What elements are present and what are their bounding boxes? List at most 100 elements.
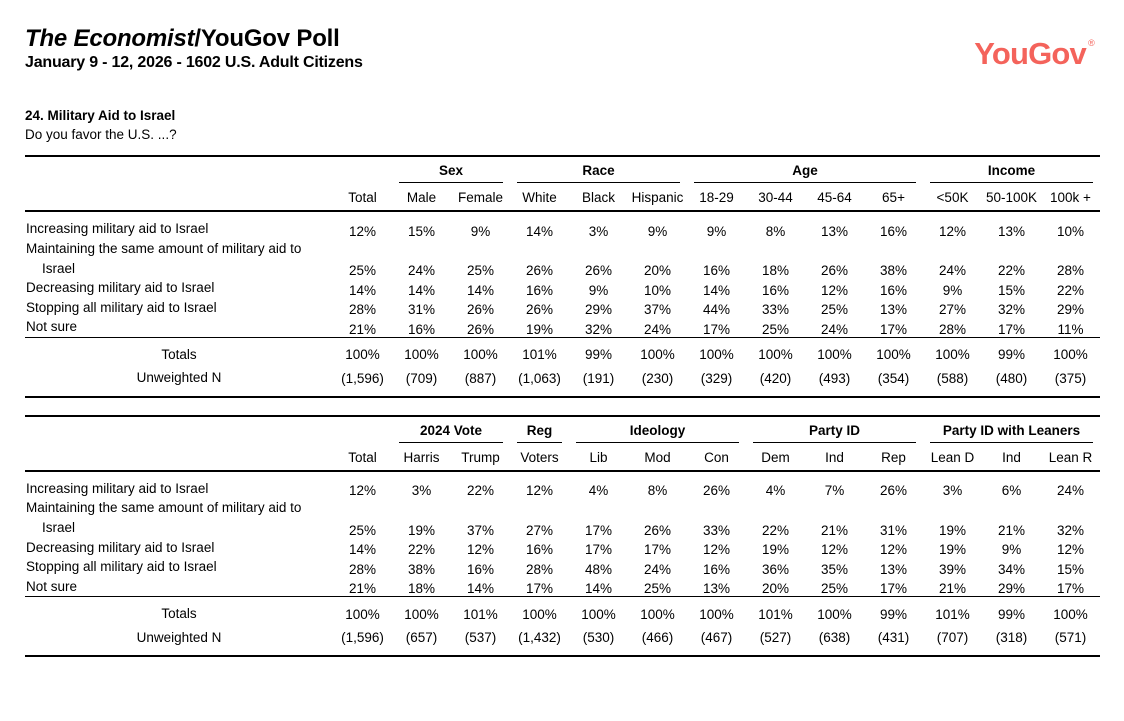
cell-value: 22% [1056, 282, 1085, 298]
cell-value: 37% [466, 522, 495, 538]
table-row: Stopping all military aid to Israel 28% 38… [25, 557, 1100, 577]
row-label-line: Maintaining the same amount of military … [26, 500, 302, 516]
crosstab-table-politics: 2024 Vote Reg Ideology Party ID Party ID wit… [25, 414, 1100, 658]
cell-value: 8% [765, 223, 786, 239]
cell-value: (375) [1054, 370, 1087, 386]
cell-value: 12% [879, 542, 908, 558]
cell-value: 11% [1057, 321, 1084, 337]
column-group-header: Party ID [746, 416, 923, 443]
cell-value: 100% [1041, 596, 1100, 626]
cell-value: 8% [647, 483, 668, 499]
column-header: 100k + [1041, 183, 1100, 213]
cell-value: 22% [997, 263, 1026, 279]
column-header: Voters [510, 442, 569, 472]
cell-value: 24% [643, 321, 672, 337]
cell-value: 27% [938, 302, 967, 318]
cell-value: 100% [923, 336, 982, 367]
cell-value: 16% [466, 561, 495, 577]
cell-value: 36% [761, 561, 790, 577]
table-row: Maintaining the same amount of military … [25, 498, 1100, 537]
cell-value: 19% [407, 522, 436, 538]
column-header-row: Total Male Female White Black Hispanic 18-29 30… [25, 183, 1100, 213]
cell-value: 16% [525, 542, 554, 558]
cell-value: 22% [407, 542, 436, 558]
table-row: Increasing military aid to Israel 12% 15% 9… [25, 211, 1100, 239]
cell-value: 100% [392, 336, 451, 367]
table-row: Not sure 21% 16% 26% 19% 32% 24% 17% 25% 24% 17% 28… [25, 317, 1100, 337]
cell-value: 22% [761, 522, 790, 538]
cell-value: 101% [923, 596, 982, 626]
cell-value: 32% [1056, 522, 1085, 538]
cell-value: 12% [525, 483, 554, 499]
cell-value: (657) [405, 630, 438, 646]
cell-value: (571) [1054, 630, 1087, 646]
cell-value: 18% [761, 263, 790, 279]
column-header: Lean D [923, 442, 982, 472]
cell-value: 28% [348, 561, 377, 577]
question-text: Do you favor the U.S. ...? [25, 127, 177, 143]
cell-value: 100% [333, 596, 392, 626]
column-group-header: Sex [392, 156, 510, 184]
cell-value: 101% [746, 596, 805, 626]
cell-value: 16% [702, 263, 731, 279]
column-header: 65+ [864, 183, 923, 213]
cell-value: 37% [643, 302, 672, 318]
cell-value: 28% [525, 561, 554, 577]
cell-value: 21% [997, 522, 1026, 538]
cell-value: 14% [348, 542, 377, 558]
row-label: Increasing military aid to Israel [25, 471, 333, 499]
row-label: Unweighted N [136, 629, 222, 645]
row-label: Decreasing military aid to Israel [25, 278, 333, 298]
cell-value: 14% [466, 282, 495, 298]
cell-value: (329) [700, 370, 733, 386]
cell-value: 4% [588, 483, 609, 499]
cell-value: 38% [407, 561, 436, 577]
cell-value: 19% [525, 321, 554, 337]
column-group-label: Age [694, 163, 916, 184]
cell-value: (527) [759, 630, 792, 646]
table-row: Decreasing military aid to Israel 14% 14% 1… [25, 278, 1100, 298]
row-label-line: Increasing military aid to Israel [26, 221, 209, 237]
cell-value: 17% [997, 321, 1026, 337]
cell-value: 16% [879, 282, 908, 298]
title-yougov-poll: /YouGov Poll [194, 25, 340, 52]
registered-trademark-icon: ® [1088, 38, 1095, 48]
cell-value: 24% [938, 263, 967, 279]
cell-value: 44% [702, 302, 731, 318]
column-header: Lean R [1041, 442, 1100, 472]
cell-value: 24% [407, 263, 436, 279]
cell-value: (588) [936, 370, 969, 386]
column-header: Harris [392, 442, 451, 472]
row-label: Maintaining the same amount of military … [25, 239, 333, 278]
column-group-header [333, 156, 392, 183]
column-header: Mod [628, 442, 687, 472]
table-row: Increasing military aid to Israel 12% 3% 22… [25, 471, 1100, 499]
cell-value: 21% [938, 581, 967, 597]
cell-value: 26% [584, 263, 613, 279]
cell-value: 12% [938, 223, 967, 239]
cell-value: (638) [818, 630, 851, 646]
cell-value: (191) [582, 370, 615, 386]
column-group-header: Income [923, 156, 1100, 184]
column-group-header: Party ID with Leaners [923, 416, 1100, 443]
column-header: 45-64 [805, 183, 864, 213]
row-label-header [25, 416, 333, 443]
cell-value: 17% [584, 542, 613, 558]
column-group-label: Reg [517, 423, 562, 443]
cell-value: 9% [470, 223, 491, 239]
row-label-line: Stopping all military aid to Israel [26, 559, 217, 575]
cell-value: (318) [995, 630, 1028, 646]
cell-value: 25% [820, 302, 849, 318]
yougov-logo-text: YouGov [974, 36, 1087, 71]
cell-value: 17% [643, 542, 672, 558]
table-row: Stopping all military aid to Israel 28% 31… [25, 298, 1100, 318]
cell-value: 100% [687, 596, 746, 626]
cell-value: 16% [879, 223, 908, 239]
cell-value: 13% [820, 223, 849, 239]
row-label-header [25, 183, 333, 213]
cell-value: 14% [525, 223, 554, 239]
cell-value: 100% [805, 596, 864, 626]
column-header: Total [333, 442, 392, 472]
cell-value: 14% [407, 282, 436, 298]
